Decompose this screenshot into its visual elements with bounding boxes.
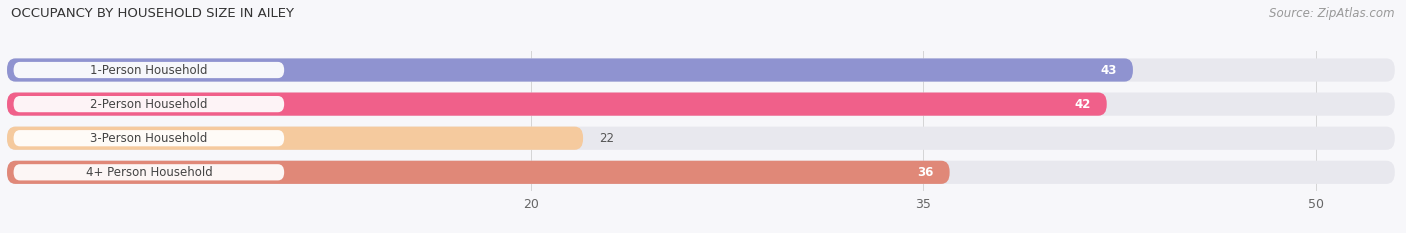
FancyBboxPatch shape (7, 127, 1395, 150)
FancyBboxPatch shape (7, 161, 1395, 184)
FancyBboxPatch shape (14, 130, 284, 146)
FancyBboxPatch shape (7, 161, 949, 184)
Text: 43: 43 (1101, 64, 1118, 76)
FancyBboxPatch shape (7, 127, 583, 150)
Text: 2-Person Household: 2-Person Household (90, 98, 208, 111)
Text: 3-Person Household: 3-Person Household (90, 132, 208, 145)
Text: OCCUPANCY BY HOUSEHOLD SIZE IN AILEY: OCCUPANCY BY HOUSEHOLD SIZE IN AILEY (11, 7, 294, 20)
FancyBboxPatch shape (14, 164, 284, 180)
FancyBboxPatch shape (7, 93, 1395, 116)
FancyBboxPatch shape (7, 58, 1133, 82)
Text: 36: 36 (918, 166, 934, 179)
FancyBboxPatch shape (7, 93, 1107, 116)
FancyBboxPatch shape (14, 96, 284, 112)
Text: 42: 42 (1074, 98, 1091, 111)
Text: 4+ Person Household: 4+ Person Household (86, 166, 212, 179)
Text: Source: ZipAtlas.com: Source: ZipAtlas.com (1270, 7, 1395, 20)
Text: 1-Person Household: 1-Person Household (90, 64, 208, 76)
Text: 22: 22 (599, 132, 614, 145)
FancyBboxPatch shape (7, 58, 1395, 82)
FancyBboxPatch shape (14, 62, 284, 78)
